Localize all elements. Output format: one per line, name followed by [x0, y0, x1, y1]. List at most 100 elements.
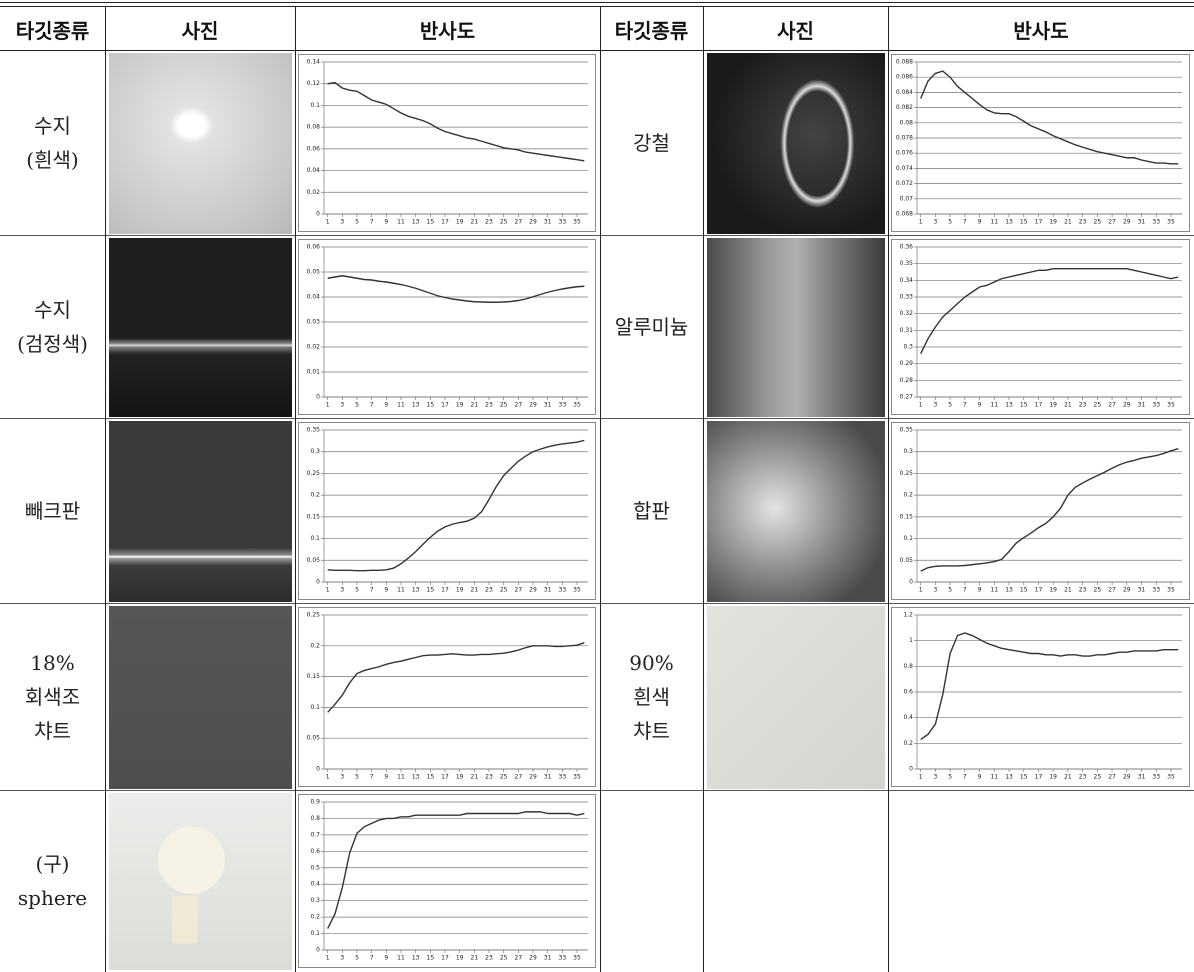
- y-tick-label: 0.4: [903, 714, 913, 721]
- y-tick-label: 0: [909, 579, 913, 586]
- chart-frame: [299, 608, 596, 787]
- x-tick-label: 9: [384, 587, 388, 594]
- x-tick-label: 35: [573, 955, 581, 962]
- y-tick-label: 0.8: [310, 815, 320, 822]
- x-tick-label: 29: [529, 774, 537, 781]
- x-tick-label: 29: [1123, 587, 1131, 594]
- x-tick-label: 3: [933, 774, 937, 781]
- y-tick-label: 0.05: [307, 735, 321, 742]
- x-tick-label: 23: [1079, 402, 1087, 409]
- x-tick-label: 33: [559, 587, 567, 594]
- x-tick-label: 1: [919, 587, 923, 594]
- x-tick-label: 31: [1138, 587, 1146, 594]
- x-tick-label: 15: [1020, 587, 1028, 594]
- x-tick-label: 1: [919, 774, 923, 781]
- x-tick-label: 25: [500, 774, 508, 781]
- x-tick-label: 5: [948, 587, 952, 594]
- target-name: 강철: [600, 51, 703, 235]
- x-tick-label: 17: [1035, 774, 1043, 781]
- x-tick-label: 15: [427, 955, 435, 962]
- x-tick-label: 21: [1064, 402, 1072, 409]
- x-tick-label: 7: [370, 955, 374, 962]
- x-tick-label: 33: [1152, 219, 1160, 226]
- y-tick-label: 0.2: [310, 642, 320, 649]
- x-tick-label: 21: [471, 587, 479, 594]
- y-tick-label: 0.05: [307, 269, 321, 276]
- x-tick-label: 13: [412, 774, 420, 781]
- x-tick-label: 19: [456, 587, 464, 594]
- x-tick-label: 33: [559, 219, 567, 226]
- x-tick-label: 27: [515, 587, 523, 594]
- target-name-line: sphere: [18, 881, 87, 915]
- x-tick-label: 33: [1152, 402, 1160, 409]
- y-tick-label: 0.086: [896, 74, 913, 81]
- x-tick-label: 27: [515, 219, 523, 226]
- y-tick-label: 0.6: [903, 689, 913, 696]
- y-tick-label: 0.08: [307, 124, 321, 131]
- target-photo: [707, 53, 885, 234]
- x-tick-label: 7: [963, 219, 967, 226]
- target-name: 알루미늄: [600, 236, 703, 418]
- y-tick-label: 0.084: [896, 89, 913, 96]
- reflectance-chart: 00.020.040.060.080.10.120.14135791113151…: [298, 54, 596, 232]
- x-tick-label: 9: [978, 402, 982, 409]
- y-tick-label: 0.36: [900, 244, 914, 251]
- x-tick-label: 31: [544, 774, 552, 781]
- y-tick-label: 0.35: [307, 427, 321, 434]
- x-tick-label: 35: [573, 587, 581, 594]
- x-tick-label: 5: [355, 587, 359, 594]
- x-tick-label: 19: [456, 402, 464, 409]
- x-tick-label: 9: [978, 587, 982, 594]
- y-tick-label: 0.2: [903, 740, 913, 747]
- x-tick-label: 27: [1108, 587, 1116, 594]
- x-tick-label: 23: [1079, 774, 1087, 781]
- x-tick-label: 9: [384, 402, 388, 409]
- x-tick-label: 25: [1094, 774, 1102, 781]
- x-tick-label: 29: [1123, 219, 1131, 226]
- x-tick-label: 19: [1049, 219, 1057, 226]
- x-tick-label: 3: [933, 402, 937, 409]
- row-rule: [0, 603, 1194, 604]
- y-tick-label: 0.1: [310, 535, 320, 542]
- x-tick-label: 1: [326, 587, 330, 594]
- reflectance-chart: 0.0680.070.0720.0740.0760.0780.080.0820.…: [891, 54, 1190, 232]
- x-tick-label: 1: [326, 402, 330, 409]
- x-tick-label: 23: [485, 219, 493, 226]
- x-tick-label: 35: [1167, 402, 1175, 409]
- y-tick-label: 0.2: [903, 492, 913, 499]
- y-tick-label: 0.3: [903, 448, 913, 455]
- y-tick-label: 0: [316, 766, 320, 773]
- x-tick-label: 19: [456, 219, 464, 226]
- y-tick-label: 0.088: [896, 59, 913, 66]
- x-tick-label: 9: [384, 219, 388, 226]
- target-photo: [109, 53, 292, 234]
- x-tick-label: 3: [340, 955, 344, 962]
- x-tick-label: 29: [529, 219, 537, 226]
- y-tick-label: 0.1: [310, 102, 320, 109]
- target-name-line: (흰색): [26, 143, 78, 177]
- y-tick-label: 1: [909, 637, 913, 644]
- target-name-line: 빼크판: [25, 494, 80, 528]
- x-tick-label: 31: [1138, 774, 1146, 781]
- x-tick-label: 3: [933, 219, 937, 226]
- x-tick-label: 25: [500, 219, 508, 226]
- y-tick-label: 0.076: [896, 150, 913, 157]
- x-tick-label: 21: [471, 402, 479, 409]
- column-rule: [295, 7, 296, 972]
- top-rule: [0, 6, 1194, 7]
- column-rule: [703, 7, 704, 972]
- y-tick-label: 0.15: [307, 673, 321, 680]
- x-tick-label: 15: [1020, 402, 1028, 409]
- column-header: 타깃종류: [600, 8, 703, 50]
- x-tick-label: 13: [1005, 774, 1013, 781]
- y-tick-label: 0.08: [900, 119, 914, 126]
- x-tick-label: 27: [1108, 774, 1116, 781]
- reflectance-chart: 00.050.10.150.20.25135791113151719212325…: [298, 607, 596, 787]
- y-tick-label: 0.31: [900, 327, 914, 334]
- y-tick-label: 0.07: [900, 195, 914, 202]
- target-name-line: 90%: [629, 646, 673, 680]
- y-tick-label: 0.12: [307, 80, 321, 87]
- x-tick-label: 19: [456, 955, 464, 962]
- target-name-line: 18%: [30, 646, 74, 680]
- target-photo: [109, 606, 292, 789]
